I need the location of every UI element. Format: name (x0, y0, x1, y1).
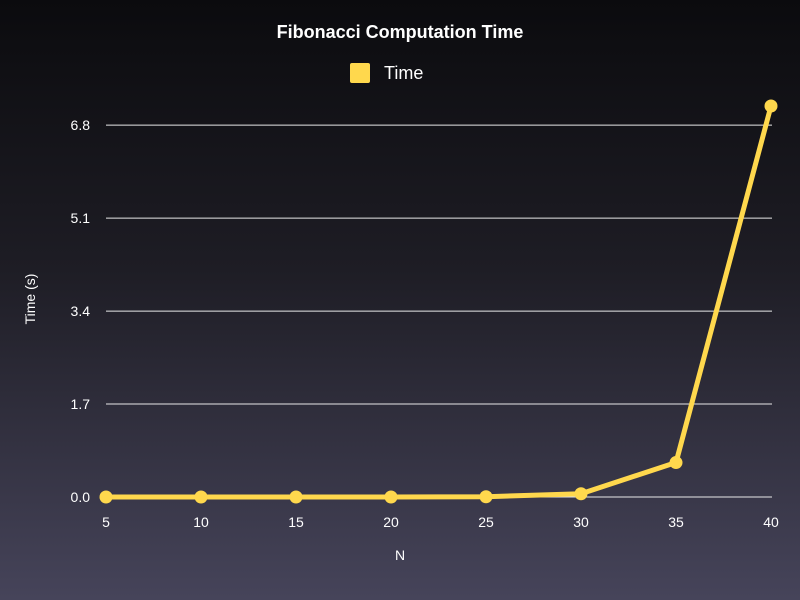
legend-swatch (350, 63, 370, 83)
series-line (103, 103, 774, 500)
x-axis-label: N (395, 547, 405, 563)
x-tick-label: 25 (478, 514, 494, 530)
data-point (99, 490, 113, 504)
y-tick-label: 3.4 (71, 303, 91, 319)
data-point (289, 490, 303, 504)
y-tick-label: 1.7 (71, 396, 91, 412)
y-axis-label: Time (s) (22, 274, 38, 325)
legend-label: Time (384, 63, 423, 83)
legend: Time (350, 63, 423, 83)
x-tick-label: 30 (573, 514, 589, 530)
x-tick-label: 10 (193, 514, 209, 530)
y-tick-label: 6.8 (71, 117, 91, 133)
y-tick-label: 5.1 (71, 210, 91, 226)
data-point (479, 490, 493, 504)
grid-lines (106, 124, 772, 498)
y-axis-ticks: 0.0 1.7 3.4 5.1 6.8 (71, 117, 91, 505)
y-tick-label: 0.0 (71, 489, 91, 505)
chart-title: Fibonacci Computation Time (277, 22, 524, 42)
data-point (669, 456, 683, 470)
x-tick-label: 15 (288, 514, 304, 530)
data-point (764, 99, 778, 113)
data-point (384, 490, 398, 504)
x-tick-label: 35 (668, 514, 684, 530)
series-time (99, 99, 778, 504)
x-tick-label: 40 (763, 514, 779, 530)
x-axis-ticks: 5 10 15 20 25 30 35 40 (102, 514, 779, 530)
x-tick-label: 5 (102, 514, 110, 530)
data-point (574, 487, 588, 501)
x-tick-label: 20 (383, 514, 399, 530)
data-point (194, 490, 208, 504)
